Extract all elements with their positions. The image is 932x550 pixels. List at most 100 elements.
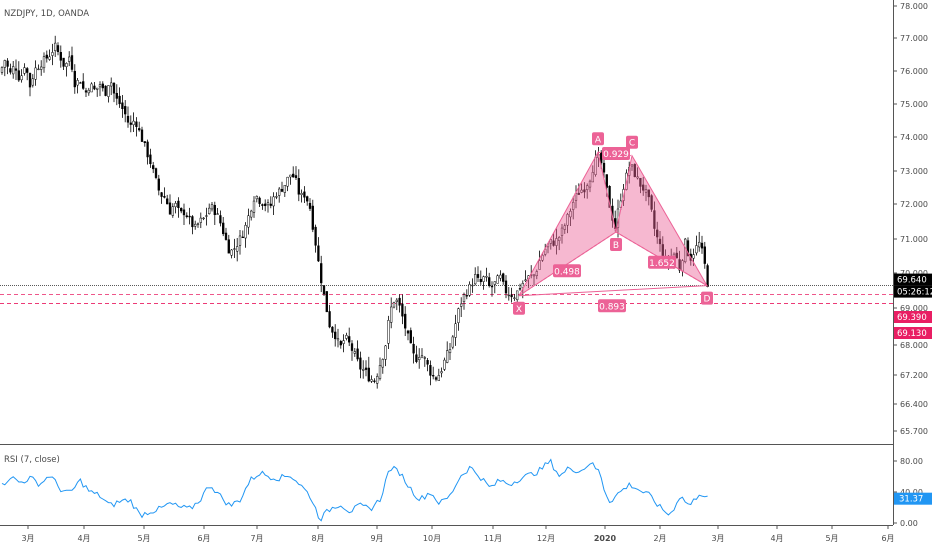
pattern-point-a[interactable] [592,132,604,146]
time-tick-label: 9月 [370,534,383,543]
candle-body [513,297,516,299]
price-tick-label: 65.700 [900,427,928,436]
pattern-point-c[interactable] [626,135,638,149]
candle-body [350,343,354,351]
candle-body [62,57,65,67]
candle-body [87,89,90,94]
candle-body [188,215,191,218]
candle-body [104,85,107,96]
candle-body [129,122,132,125]
rsi-axis[interactable]: 80.00 40.00 0.00 [893,457,923,528]
candle-body [264,203,267,207]
candle-body [174,203,177,208]
price-tick-label: 76.000 [900,67,928,76]
candle-body [569,210,572,218]
candle-body [401,303,404,317]
rsi-tick-label: 40.00 [900,488,923,497]
candle-body [219,215,222,224]
candle-body [294,175,298,178]
candle-body [479,278,482,283]
pattern-point-d[interactable] [701,291,713,305]
pattern-point-x[interactable] [513,301,525,315]
pattern-point-label: B [613,241,619,251]
candle-body [135,121,138,127]
pattern-ratio-box[interactable] [598,299,626,313]
pattern-ratio-box[interactable] [553,264,581,278]
candle-body [418,357,421,360]
time-tick-label: 4月 [770,534,783,543]
candle-body [118,95,121,105]
price-axis[interactable]: 78.000 77.000 76.000 75.000 74.000 73.000 72.0… [893,2,928,436]
candle-body [171,206,174,216]
candle-body [577,192,580,195]
candle-body [208,207,211,214]
candle-body [59,52,62,61]
time-tick-label: 5月 [825,534,838,543]
candle-body [423,357,426,359]
candle-body [163,196,166,198]
candle-body [605,174,608,188]
candle-body [462,294,466,302]
candle-body [650,195,653,210]
candle-body [222,222,225,235]
candle-body [583,189,586,193]
price-tick-label: 77.000 [900,34,928,43]
price-tick-label: 78.000 [900,2,928,11]
candle-body [325,291,328,313]
candle-body [241,236,244,239]
pattern-point-b[interactable] [610,238,622,251]
candle-body [507,294,510,297]
pattern-xb-line[interactable] [518,231,617,297]
candle-body [56,45,60,52]
candle-body [115,92,118,99]
candle-body [42,56,46,69]
pattern-triangle-xab[interactable] [518,150,617,297]
pattern-ratio-box[interactable] [648,255,676,269]
pattern-ratio-box[interactable] [602,147,630,160]
candle-body [258,197,261,204]
candle-body [149,154,152,165]
candle-body [297,178,300,195]
candle-body [415,354,418,362]
candle-body [510,294,513,298]
candle-body [502,273,505,282]
price-tag [894,273,932,286]
candle-body [633,164,636,177]
rsi-tick-label: 80.00 [900,457,923,466]
candle-body [558,236,561,241]
candle-body [580,189,583,193]
time-axis[interactable]: 3月 4月 5月 6月 7月 8月 9月 10月 11月 12月 2020 2月 3月 4月 5月 6月 [21,525,895,543]
harmonic-pattern[interactable]: X A B C D 0.498 0.929 1.652 0.893 [513,132,713,315]
candle-body [45,54,48,59]
candle-body [40,66,43,70]
rsi-title[interactable]: RSI (7, close) [4,455,60,465]
candle-body [362,369,365,371]
candle-body [426,360,429,365]
symbol-title[interactable]: NZDJPY, 1D, OANDA [4,9,89,19]
candle-body [698,241,701,248]
candle-body [378,365,382,379]
candle-body [608,186,611,208]
pattern-xd-line[interactable] [518,285,708,297]
candle-body [166,198,169,205]
candle-body [143,141,146,144]
candle-body [356,348,359,360]
candle-body [490,285,494,288]
price-pane[interactable] [0,0,893,443]
candle-body [51,52,54,56]
candle-body [345,335,348,339]
candle-body [6,60,9,67]
candle-body [647,189,650,198]
rsi-pane[interactable] [0,446,893,525]
candle-body [432,375,435,377]
candle-body [252,200,256,213]
candle-body [93,85,96,90]
candle-body [0,67,4,73]
candle-body [476,274,480,278]
candle-body [17,70,20,81]
candle-body [409,330,412,344]
candle-body [314,226,317,246]
price-tag-label: 69.390 [897,313,927,323]
candle-body [339,341,342,346]
